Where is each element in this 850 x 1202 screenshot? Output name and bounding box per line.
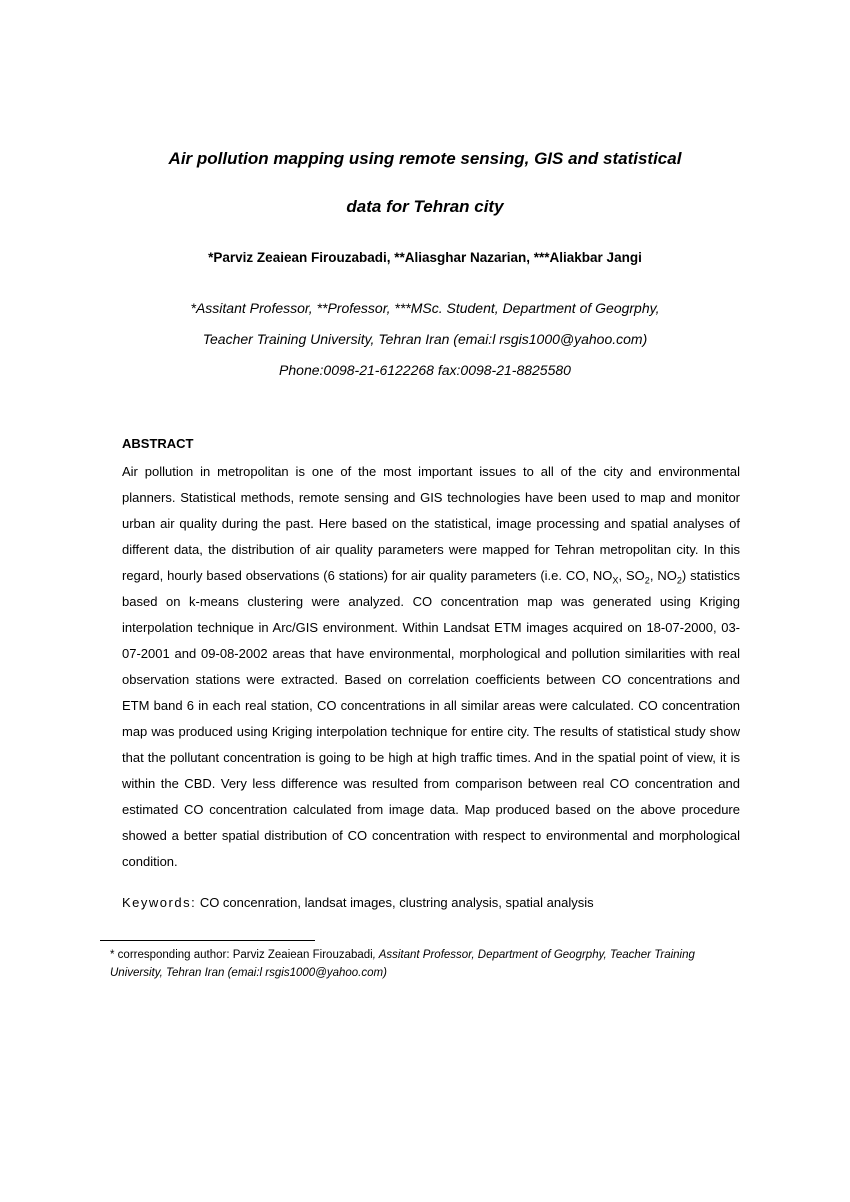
title-line-2: data for Tehran city — [100, 183, 750, 231]
abstract-heading: ABSTRACT — [122, 436, 750, 451]
affiliation-line-1: *Assitant Professor, **Professor, ***MSc… — [100, 293, 750, 324]
keywords-label: Keywords: — [122, 895, 196, 910]
abstract-body: Air pollution in metropolitan is one of … — [122, 459, 740, 876]
footnote-separator — [100, 940, 315, 941]
affiliation-line-3: Phone:0098-21-6122268 fax:0098-21-882558… — [100, 355, 750, 386]
keywords-text: CO concenration, landsat images, clustri… — [196, 895, 593, 910]
keywords-line: Keywords: CO concenration, landsat image… — [122, 895, 750, 910]
paper-title: Air pollution mapping using remote sensi… — [100, 135, 750, 230]
affiliation-block: *Assitant Professor, **Professor, ***MSc… — [100, 293, 750, 385]
affiliation-line-2: Teacher Training University, Tehran Iran… — [100, 324, 750, 355]
authors-list: *Parviz Zeaiean Firouzabadi, **Aliasghar… — [100, 250, 750, 265]
footnote-text: * corresponding author: Parviz Zeaiean F… — [110, 947, 710, 982]
footnote-prefix: * corresponding author: Parviz Zeaiean F… — [110, 949, 373, 961]
title-line-1: Air pollution mapping using remote sensi… — [100, 135, 750, 183]
